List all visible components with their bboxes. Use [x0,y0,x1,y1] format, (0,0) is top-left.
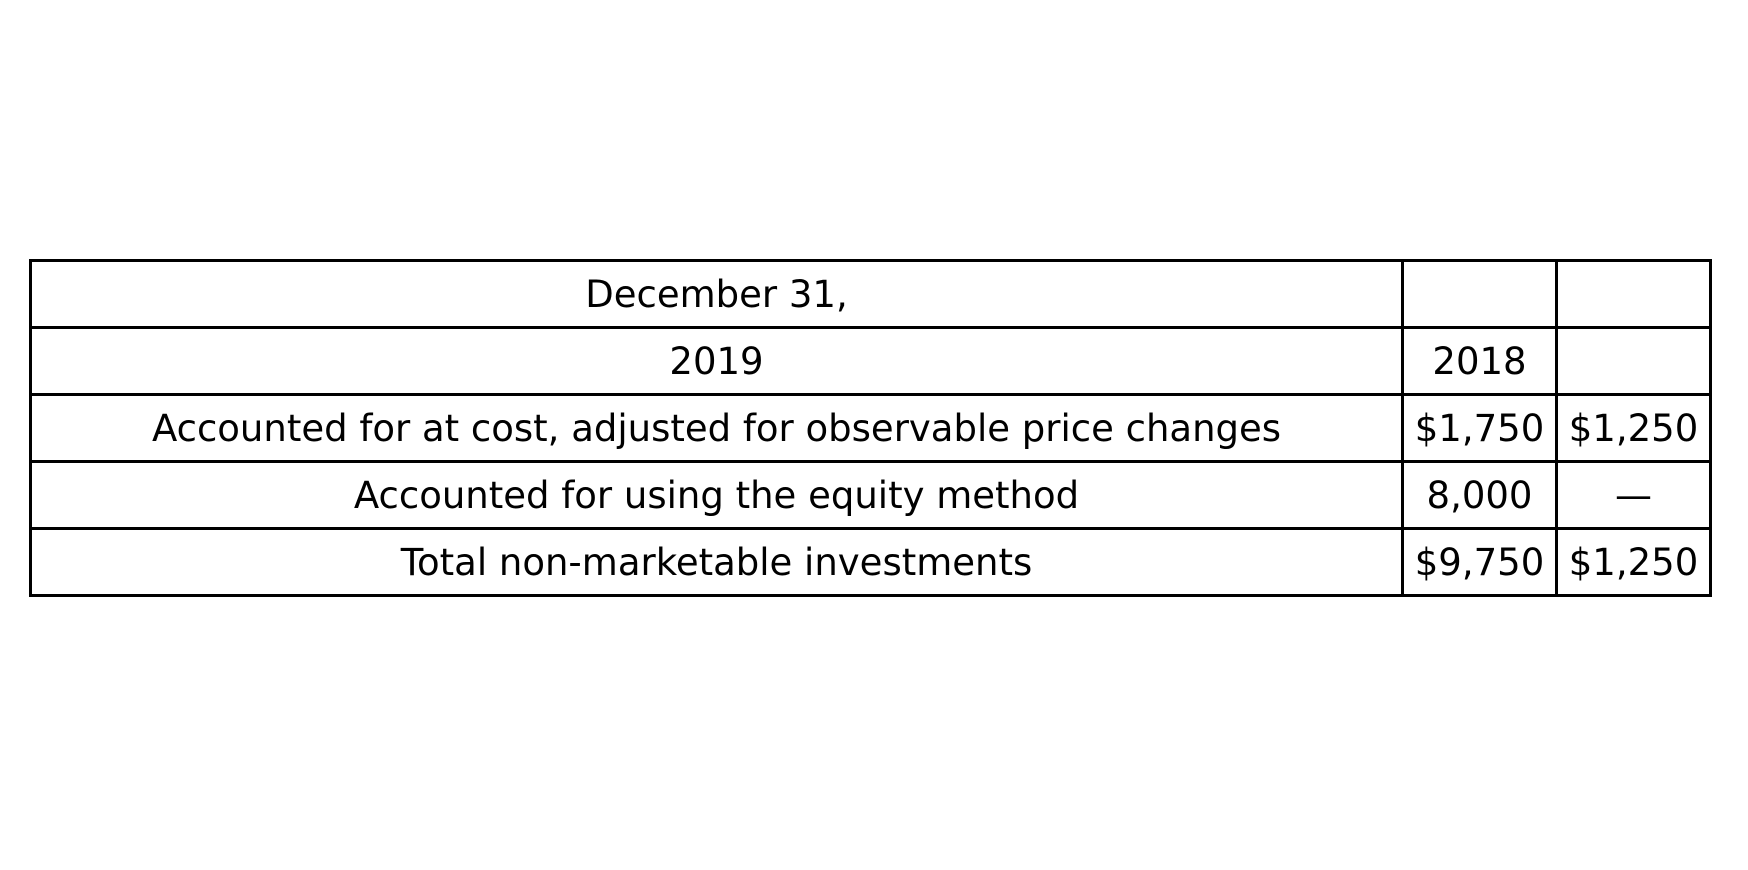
row-label: Accounted for at cost, adjusted for obse… [29,393,1404,463]
value-cell: 8,000 [1401,460,1558,530]
investments-table: December 31, 2019 2018 Accounted for at … [29,259,1712,597]
table-row: Total non-marketable investments $9,750 … [29,527,1712,597]
header-cell [1555,259,1712,329]
row-label: Total non-marketable investments [29,527,1404,597]
header-cell: 2019 [29,326,1404,396]
header-cell: December 31, [29,259,1404,329]
value-cell: $1,250 [1555,393,1712,463]
row-label: Accounted for using the equity method [29,460,1404,530]
value-cell: $1,750 [1401,393,1558,463]
header-cell [1555,326,1712,396]
header-cell [1401,259,1558,329]
table-row: Accounted for using the equity method 8,… [29,460,1712,530]
value-cell: $1,250 [1555,527,1712,597]
value-cell: $9,750 [1401,527,1558,597]
header-row: December 31, [29,259,1712,329]
table-row: Accounted for at cost, adjusted for obse… [29,393,1712,463]
header-row: 2019 2018 [29,326,1712,396]
value-cell: — [1555,460,1712,530]
header-cell: 2018 [1401,326,1558,396]
